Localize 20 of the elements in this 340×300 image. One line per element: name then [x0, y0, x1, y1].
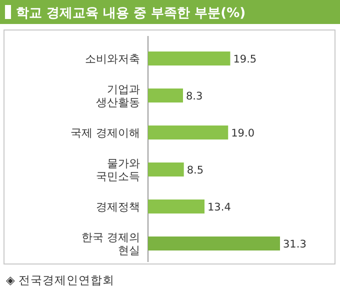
- bar: [148, 162, 184, 176]
- bar: [148, 200, 205, 214]
- data-label: 8.5: [186, 164, 204, 176]
- text: ◈ 전국경제인연합회: [6, 273, 114, 287]
- y-tick-label: 물가와 국민소득: [96, 156, 140, 184]
- bar: [148, 236, 280, 250]
- y-tick-label: 경제정책: [96, 200, 140, 214]
- y-tick-label: 한국 경제의 현실: [82, 230, 140, 258]
- bar: [148, 126, 228, 140]
- data-label: 13.4: [208, 202, 232, 214]
- chart-title: 학교 경제교육 내용 중 부족한 부분(%): [16, 6, 246, 21]
- data-label: 31.3: [283, 238, 306, 250]
- bar: [148, 52, 230, 66]
- data-label: 19.5: [233, 54, 257, 66]
- y-tick-label: 국제 경제이해: [70, 126, 140, 140]
- data-label: 19.0: [231, 128, 255, 140]
- data-label: 8.3: [186, 90, 203, 102]
- bar: [148, 88, 184, 102]
- y-tick-label: 소비와저축: [85, 52, 140, 66]
- y-tick-label: 기업과 생산활동: [96, 82, 140, 110]
